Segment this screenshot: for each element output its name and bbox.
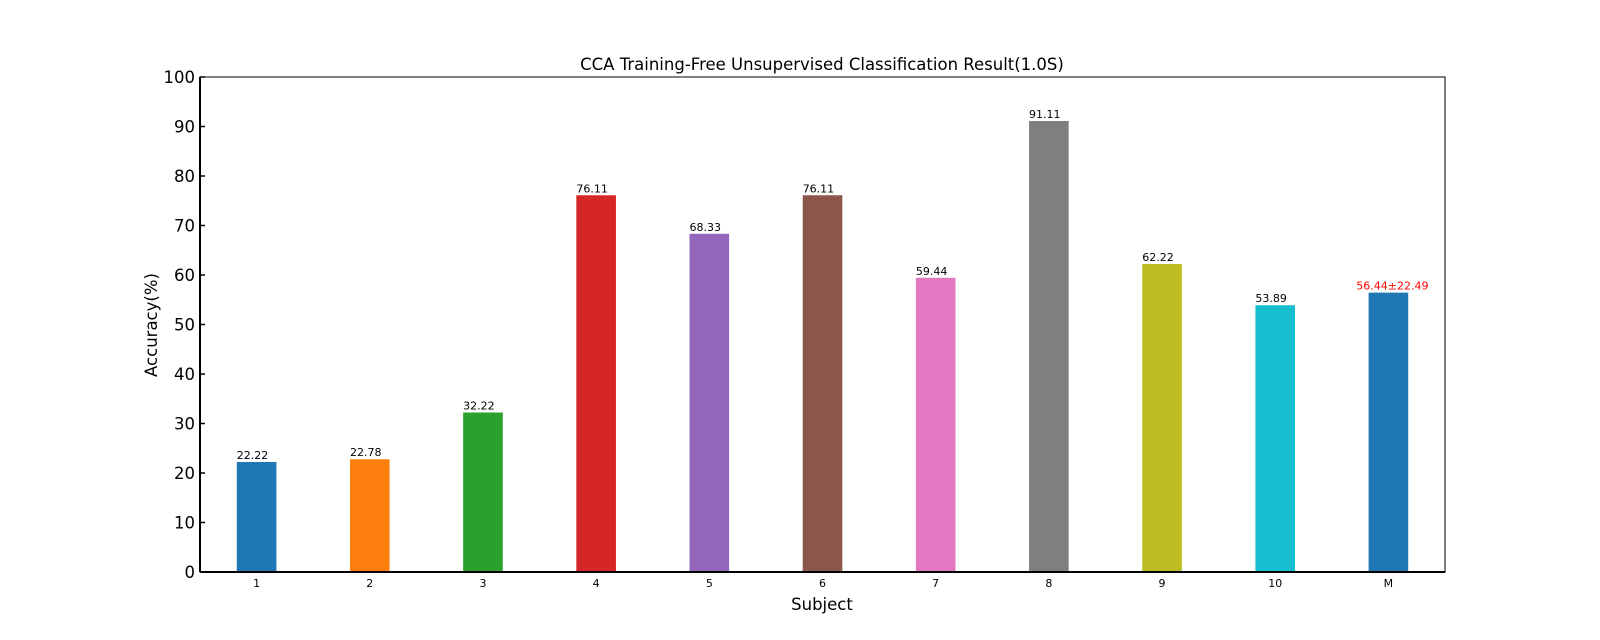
x-tick-label-1: 1: [253, 577, 260, 590]
y-tick-label-90: 90: [174, 118, 195, 137]
value-labels-group: 22.22 22.78 32.22 76.11 68.33 76.11 59.44 91.11…: [237, 108, 1429, 462]
bar-M: [1368, 292, 1409, 572]
bar-3: [463, 412, 503, 572]
value-label-8: 91.11: [1029, 108, 1061, 121]
bar-9: [1142, 264, 1182, 572]
x-tick-label-4: 4: [593, 577, 600, 590]
y-axis-label: Accuracy(%): [142, 273, 161, 377]
x-tick-label-M: M: [1384, 577, 1394, 590]
x-ticks-group: 1 2 3 4 5 6 7 8 9 10 M: [253, 577, 1393, 590]
y-tick-label-40: 40: [174, 365, 195, 384]
value-label-7: 59.44: [916, 265, 948, 278]
bar-5: [689, 233, 730, 573]
y-tick-label-80: 80: [174, 167, 195, 186]
y-tick-label-20: 20: [174, 464, 195, 483]
y-tick-label-10: 10: [174, 514, 195, 533]
value-label-1: 22.22: [237, 449, 269, 462]
x-tick-label-8: 8: [1045, 577, 1052, 590]
x-axis-label: Subject: [791, 595, 853, 614]
bar-6: [802, 195, 843, 572]
x-tick-label-5: 5: [706, 577, 713, 590]
value-label-9: 62.22: [1142, 251, 1174, 264]
bar-7: [915, 277, 956, 572]
x-tick-label-3: 3: [479, 577, 486, 590]
x-tick-label-2: 2: [366, 577, 373, 590]
value-label-5: 68.33: [690, 221, 722, 234]
chart-title: CCA Training-Free Unsupervised Classific…: [580, 55, 1064, 74]
bar-10: [1255, 305, 1296, 572]
bars-group: [236, 121, 1409, 573]
bar-8: [1029, 121, 1069, 573]
bar-4: [576, 195, 616, 572]
x-tick-label-10: 10: [1268, 577, 1282, 590]
y-tick-label-70: 70: [174, 217, 195, 236]
x-tick-label-6: 6: [819, 577, 826, 590]
x-tick-label-7: 7: [932, 577, 939, 590]
value-label-4: 76.11: [576, 182, 608, 195]
value-label-6: 76.11: [803, 182, 835, 195]
y-tick-label-0: 0: [185, 563, 196, 582]
x-tick-label-9: 9: [1159, 577, 1166, 590]
y-tick-label-30: 30: [174, 415, 195, 434]
value-label-M: 56.44±22.49: [1356, 280, 1428, 293]
value-label-3: 32.22: [463, 400, 495, 413]
y-tick-label-60: 60: [174, 266, 195, 285]
bar-2: [349, 459, 390, 572]
y-tick-label-50: 50: [174, 316, 195, 335]
value-label-10: 53.89: [1255, 292, 1287, 305]
bar-1: [236, 462, 277, 572]
value-label-2: 22.78: [350, 446, 382, 459]
y-tick-label-100: 100: [164, 68, 196, 87]
y-ticks-group: 0 10 20 30 40 50 60 70 80 90 100: [164, 68, 205, 582]
